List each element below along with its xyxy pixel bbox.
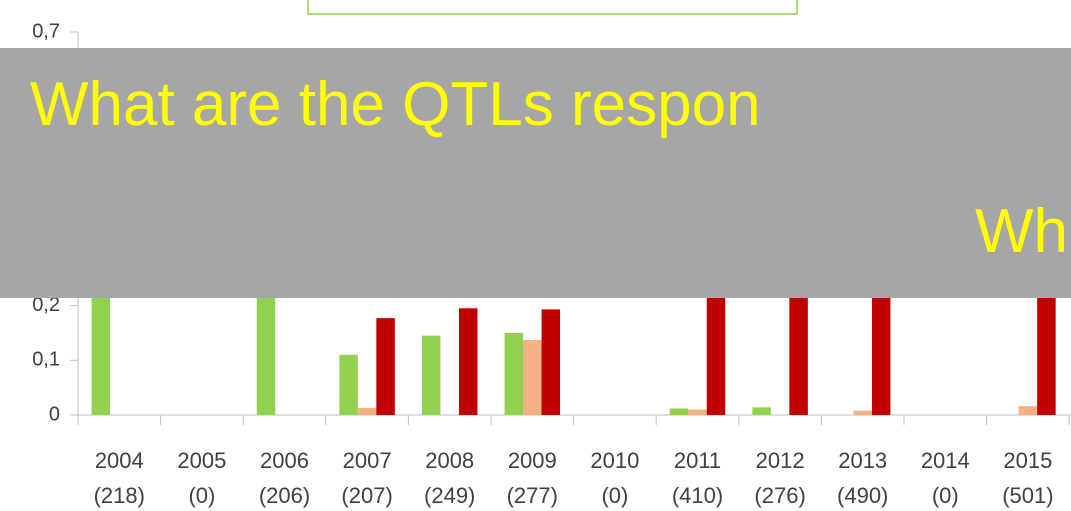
- sample-size-label: (490): [837, 483, 888, 508]
- sample-size-label: (218): [94, 483, 145, 508]
- bar: [523, 340, 542, 415]
- x-tick-label: 2014: [921, 448, 970, 473]
- sample-size-label: (276): [754, 483, 805, 508]
- bar: [853, 410, 872, 415]
- banner: [0, 48, 1071, 298]
- sample-size-label: (501): [1002, 483, 1053, 508]
- x-tick-label: 2011: [674, 448, 721, 473]
- bar: [421, 335, 441, 415]
- x-tick-label: 2015: [1003, 448, 1052, 473]
- bar: [688, 409, 707, 415]
- sample-size-label: (207): [341, 483, 392, 508]
- x-tick-label: 2012: [756, 448, 805, 473]
- sample-size-label: (0): [601, 483, 628, 508]
- x-tick-label: 2004: [95, 448, 144, 473]
- y-tick-label: 0,7: [32, 20, 60, 42]
- bar: [752, 407, 771, 415]
- bar: [339, 354, 358, 415]
- bar: [357, 407, 377, 415]
- bar: [669, 408, 689, 415]
- sample-size-label: (206): [259, 483, 310, 508]
- sample-size-label: (0): [932, 483, 959, 508]
- banner-line-1: What are the QTLs respon: [30, 70, 761, 139]
- bar: [504, 332, 524, 415]
- bar: [1018, 406, 1038, 415]
- y-tick-label: 0,2: [32, 294, 60, 316]
- x-tick-label: 2013: [838, 448, 887, 473]
- title-box: [307, 0, 798, 15]
- banner-line-2: Wh: [975, 197, 1068, 266]
- sample-size-label: (277): [507, 483, 558, 508]
- x-tick-label: 2007: [343, 448, 392, 473]
- bar: [458, 308, 478, 415]
- bar: [541, 309, 561, 415]
- bar: [376, 318, 395, 415]
- sample-size-label: (0): [188, 483, 215, 508]
- x-tick-label: 2009: [508, 448, 557, 473]
- overlay: What are the QTLs respon Wh: [0, 48, 1071, 298]
- sample-size-label: (249): [424, 483, 475, 508]
- x-tick-label: 2005: [177, 448, 226, 473]
- x-tick-label: 2010: [590, 448, 639, 473]
- x-tick-label: 2008: [425, 448, 474, 473]
- y-tick-label: 0,1: [32, 349, 60, 371]
- sample-size-label: (410): [672, 483, 723, 508]
- y-tick-label: 0: [49, 403, 60, 425]
- x-tick-label: 2006: [260, 448, 309, 473]
